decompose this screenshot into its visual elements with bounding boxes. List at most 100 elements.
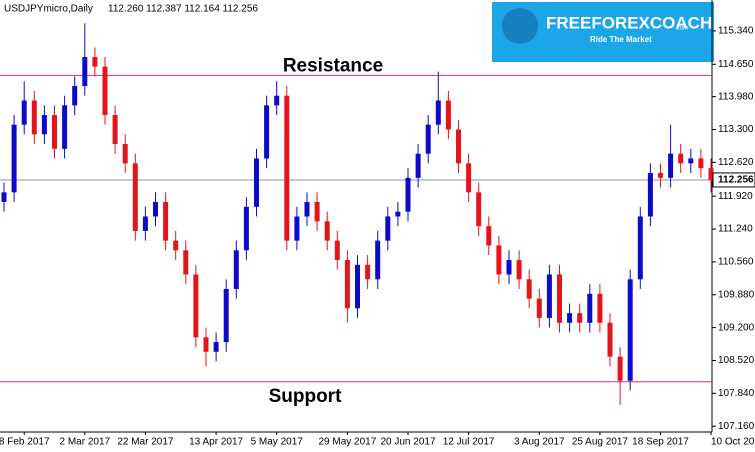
candle [112, 105, 118, 154]
candle [52, 105, 57, 159]
candle-body [193, 274, 199, 338]
candle [274, 81, 280, 116]
candle [637, 206, 643, 289]
candle-body [62, 105, 68, 149]
candle-body [365, 264, 371, 280]
candle [587, 284, 593, 333]
candle-body [486, 226, 492, 246]
candle [314, 192, 320, 231]
candle [31, 90, 37, 144]
candle-body [435, 100, 441, 125]
candle-body [274, 95, 280, 106]
candle [496, 235, 502, 285]
candle-body [526, 279, 532, 299]
candle-body [122, 144, 128, 164]
x-tick-label: 10 Oct 2017 [711, 437, 755, 448]
candle [334, 230, 340, 270]
candle-body [375, 240, 381, 280]
logo-tagline: Ride The Market [590, 35, 652, 44]
candle-body [92, 57, 98, 67]
candle-body [425, 124, 431, 154]
candle-body [658, 172, 663, 178]
candle-body [466, 163, 472, 193]
x-tick-label: 3 Aug 2017 [514, 437, 565, 448]
candle [435, 71, 441, 135]
candle-body [617, 356, 623, 381]
candle [233, 240, 239, 299]
candle [486, 216, 492, 256]
candle [607, 313, 613, 367]
y-tick-label: 114.650 [718, 59, 754, 70]
y-tick-label: 109.880 [718, 289, 755, 300]
candle-body [153, 201, 158, 217]
candle [385, 206, 391, 251]
candle [142, 206, 148, 241]
candle [658, 163, 663, 188]
candle [21, 81, 27, 135]
candle-body [415, 153, 421, 178]
candle-body [516, 259, 522, 280]
candle [243, 197, 249, 260]
candle-body [264, 105, 270, 159]
candle [567, 303, 573, 333]
candle-body [173, 240, 179, 251]
candle [72, 76, 78, 116]
candle-body [334, 240, 340, 260]
candle-body [132, 163, 138, 231]
candle [668, 124, 674, 188]
candle [476, 182, 482, 236]
x-tick-label: 12 Jul 2017 [443, 437, 495, 448]
candle-body [647, 172, 653, 217]
candle [284, 86, 290, 251]
candle [708, 158, 714, 193]
candle-body [476, 192, 482, 227]
candle [1, 182, 7, 212]
candle [526, 269, 532, 309]
candle-body [11, 124, 17, 193]
candle [597, 284, 603, 333]
candle-body [1, 192, 7, 202]
candle-body [607, 322, 613, 357]
candle-body [142, 216, 148, 231]
candle-body [597, 293, 603, 323]
candle [294, 206, 300, 251]
x-tick-label: 20 Jun 2017 [380, 437, 435, 448]
symbol-label: USDJPYmicro,Daily [4, 4, 93, 15]
candle-body [698, 158, 704, 169]
y-tick-label: 115.340 [718, 26, 754, 37]
candle-body [82, 57, 88, 87]
candle [11, 115, 17, 202]
candle [92, 47, 98, 77]
candle-body [678, 153, 684, 164]
logo: FREEFOREXCOACH .com Ride The Market [492, 2, 714, 62]
candle-body [637, 216, 643, 280]
candle-body [395, 211, 401, 217]
candle [506, 250, 512, 285]
candle-body [223, 288, 229, 343]
candle [62, 95, 68, 159]
candle [304, 192, 310, 227]
candle-body [445, 100, 451, 130]
candle [223, 279, 229, 352]
candle-body [31, 100, 37, 135]
candle-body [324, 221, 330, 241]
candle [82, 23, 88, 96]
x-tick-label: 22 Mar 2017 [117, 437, 174, 448]
ohlc-header: 112.260 112.387 112.164 112.256 [108, 4, 258, 15]
y-tick-label: 113.300 [718, 124, 754, 135]
y-tick-label: 107.160 [718, 421, 755, 432]
candle-body [577, 313, 583, 323]
x-tick-label: 25 Aug 2017 [572, 437, 629, 448]
candle-body [112, 115, 118, 144]
candle [122, 134, 128, 173]
candle-body [52, 115, 57, 149]
candle [365, 255, 371, 289]
candle [577, 303, 583, 333]
y-tick-label: 109.200 [718, 322, 755, 333]
candle [254, 148, 259, 217]
y-tick-label: 112.620 [718, 157, 754, 168]
last-price-box [712, 172, 755, 188]
candle [546, 264, 552, 328]
